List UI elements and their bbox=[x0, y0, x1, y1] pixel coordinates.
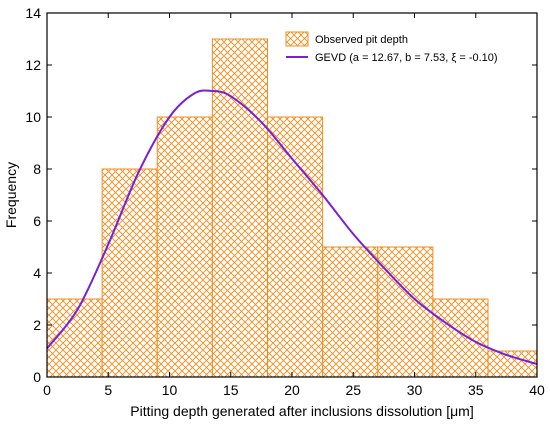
y-tick-label: 4 bbox=[33, 265, 41, 281]
histogram-bar bbox=[211, 38, 268, 378]
legend-label-histogram: Observed pit depth bbox=[315, 34, 408, 46]
x-tick-label: 0 bbox=[43, 382, 51, 398]
y-tick-label: 0 bbox=[33, 369, 41, 385]
y-tick-label: 12 bbox=[25, 57, 41, 73]
histogram-bar bbox=[377, 246, 434, 378]
x-tick-label: 5 bbox=[104, 382, 112, 398]
x-tick-label: 40 bbox=[529, 382, 545, 398]
histogram-bar bbox=[487, 350, 538, 378]
legend-swatch-histogram bbox=[285, 31, 309, 47]
x-tick-label: 25 bbox=[345, 382, 361, 398]
y-tick-label: 10 bbox=[25, 109, 41, 125]
legend: Observed pit depth GEVD (a = 12.67, b = … bbox=[285, 31, 498, 64]
histogram-bar bbox=[101, 168, 158, 378]
histogram-bar bbox=[322, 246, 379, 378]
x-tick-label: 20 bbox=[284, 382, 300, 398]
histogram-bar bbox=[267, 116, 324, 378]
legend-label-gevd: GEVD (a = 12.67, b = 7.53, ξ = -0.10) bbox=[315, 52, 498, 64]
histogram-bar bbox=[432, 298, 489, 378]
histogram-bar bbox=[156, 116, 213, 378]
y-tick-label: 8 bbox=[33, 161, 41, 177]
gevd-curve bbox=[46, 89, 538, 365]
x-tick-label: 30 bbox=[407, 382, 423, 398]
y-tick-label: 6 bbox=[33, 213, 41, 229]
y-tick-label: 2 bbox=[33, 317, 41, 333]
x-axis-label: Pitting depth generated after inclusions… bbox=[130, 403, 474, 419]
y-tick-label: 14 bbox=[25, 5, 41, 21]
y-axis-label: Frequency bbox=[3, 162, 19, 228]
histogram-bars bbox=[46, 38, 538, 378]
x-tick-label: 35 bbox=[468, 382, 484, 398]
x-tick-label: 15 bbox=[223, 382, 239, 398]
x-axis: 0 5 10 15 20 25 30 35 40 bbox=[43, 13, 545, 398]
y-axis: 0 2 4 6 8 10 12 14 bbox=[25, 5, 537, 385]
x-tick-label: 10 bbox=[162, 382, 178, 398]
